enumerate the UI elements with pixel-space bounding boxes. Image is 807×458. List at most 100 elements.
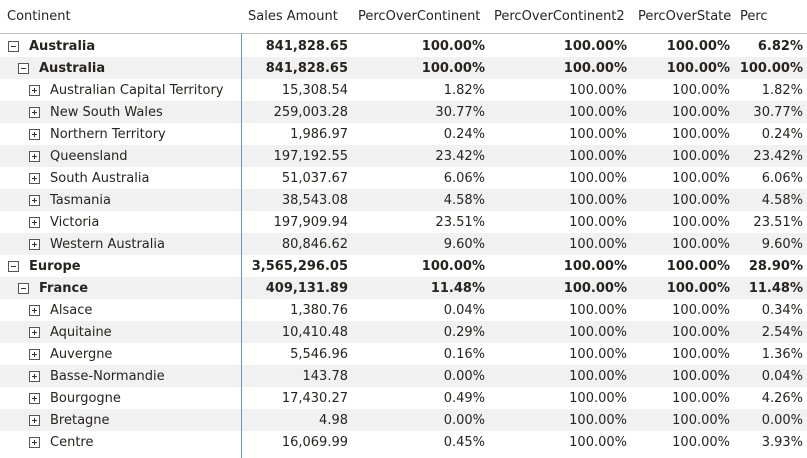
row-header-cell: Australia	[0, 35, 249, 57]
row-label: Basse-Normandie	[50, 368, 165, 384]
header-perc[interactable]: Perc	[740, 9, 768, 24]
perc-over-continent2-cell: 100.00%	[569, 148, 627, 164]
perc-cell: 1.36%	[761, 346, 803, 362]
row-header-divider	[241, 33, 242, 458]
perc-over-state-cell: 100.00%	[672, 214, 730, 230]
perc-cell: 23.42%	[753, 148, 803, 164]
perc-cell: 6.06%	[761, 170, 803, 186]
row-header-cell: France	[0, 277, 259, 299]
perc-over-continent-cell: 0.04%	[443, 302, 485, 318]
perc-over-continent2-cell: 100.00%	[569, 412, 627, 428]
sales-amount-cell: 197,192.55	[273, 148, 348, 164]
sales-amount-cell: 143.78	[302, 368, 349, 384]
expand-icon[interactable]	[29, 172, 40, 184]
perc-over-state-cell: 100.00%	[666, 38, 730, 54]
table-row: Western Australia 80,846.62 9.60% 100.00% 10…	[0, 233, 807, 255]
sales-amount-cell: 3,565,296.05	[251, 258, 348, 274]
header-perc-over-state[interactable]: PercOverState	[638, 9, 731, 24]
perc-cell: 3.93%	[761, 434, 803, 450]
perc-over-state-cell: 100.00%	[672, 324, 730, 340]
expand-icon[interactable]	[29, 194, 40, 206]
expand-icon[interactable]	[29, 238, 40, 250]
row-header-cell: Tasmania	[0, 189, 270, 211]
perc-over-state-cell: 100.00%	[672, 412, 730, 428]
row-label: Alsace	[50, 302, 93, 318]
expand-icon[interactable]	[29, 326, 40, 338]
row-label: Europe	[29, 258, 81, 274]
perc-over-continent2-cell: 100.00%	[569, 434, 627, 450]
row-header-cell: Australia	[0, 57, 259, 79]
perc-cell: 100.00%	[739, 60, 803, 76]
row-header-cell: Bourgogne	[0, 387, 270, 409]
expand-icon[interactable]	[29, 150, 40, 162]
perc-over-state-cell: 100.00%	[666, 258, 730, 274]
sales-amount-cell: 15,308.54	[281, 82, 348, 98]
sales-amount-cell: 197,909.94	[273, 214, 348, 230]
table-row: Bretagne 4.98 0.00% 100.00% 100.00% 0.00%	[0, 409, 807, 431]
sales-amount-cell: 38,543.08	[281, 192, 348, 208]
collapse-icon[interactable]	[8, 260, 19, 272]
perc-over-continent2-cell: 100.00%	[569, 236, 627, 252]
sales-amount-cell: 17,430.27	[281, 390, 348, 406]
row-header-cell: Northern Territory	[0, 123, 270, 145]
row-header-cell: Basse-Normandie	[0, 365, 270, 387]
perc-over-continent-cell: 0.00%	[443, 412, 485, 428]
collapse-icon[interactable]	[18, 282, 29, 294]
expand-icon[interactable]	[29, 436, 40, 448]
header-sales-amount[interactable]: Sales Amount	[248, 9, 338, 24]
row-label: Aquitaine	[50, 324, 112, 340]
row-label: Centre	[50, 434, 94, 450]
header-perc-over-continent2[interactable]: PercOverContinent2	[494, 9, 625, 24]
expand-icon[interactable]	[29, 216, 40, 228]
table-row: Australia 841,828.65 100.00% 100.00% 100.00%…	[0, 35, 807, 57]
table-row: Aquitaine 10,410.48 0.29% 100.00% 100.00% 2.5…	[0, 321, 807, 343]
expand-icon[interactable]	[29, 348, 40, 360]
header-continent[interactable]: Continent	[7, 9, 71, 24]
perc-cell: 23.51%	[753, 214, 803, 230]
perc-over-state-cell: 100.00%	[672, 236, 730, 252]
expand-icon[interactable]	[29, 370, 40, 382]
row-header-cell: New South Wales	[0, 101, 270, 123]
row-label: Western Australia	[50, 236, 165, 252]
perc-over-continent2-cell: 100.00%	[563, 258, 627, 274]
row-label: New South Wales	[50, 104, 163, 120]
expand-icon[interactable]	[29, 106, 40, 118]
header-perc-over-continent[interactable]: PercOverContinent	[358, 9, 481, 24]
perc-over-continent2-cell: 100.00%	[569, 126, 627, 142]
perc-over-continent2-cell: 100.00%	[569, 302, 627, 318]
row-label: Bretagne	[50, 412, 110, 428]
perc-cell: 0.24%	[761, 126, 803, 142]
perc-over-continent-cell: 23.51%	[435, 214, 485, 230]
table-row: Australia 841,828.65 100.00% 100.00% 100.00%…	[0, 57, 807, 79]
table-row: New South Wales 259,003.28 30.77% 100.00% 10…	[0, 101, 807, 123]
collapse-icon[interactable]	[18, 62, 29, 74]
table-row: Australian Capital Territory 15,308.54 1.8…	[0, 79, 807, 101]
perc-cell: 2.54%	[761, 324, 803, 340]
row-header-cell: Centre	[0, 431, 270, 453]
perc-cell: 4.58%	[761, 192, 803, 208]
row-header-cell: Europe	[0, 255, 249, 277]
perc-over-state-cell: 100.00%	[672, 368, 730, 384]
perc-over-continent2-cell: 100.00%	[569, 104, 627, 120]
row-label: Australia	[39, 60, 106, 76]
perc-over-continent-cell: 0.00%	[443, 368, 485, 384]
perc-cell: 4.26%	[761, 390, 803, 406]
sales-amount-cell: 10,410.48	[281, 324, 348, 340]
expand-icon[interactable]	[29, 128, 40, 140]
perc-over-continent2-cell: 100.00%	[563, 38, 627, 54]
expand-icon[interactable]	[29, 392, 40, 404]
perc-over-continent2-cell: 100.00%	[569, 346, 627, 362]
sales-amount-cell: 1,380.76	[290, 302, 348, 318]
sales-amount-cell: 51,037.67	[281, 170, 348, 186]
perc-over-state-cell: 100.00%	[672, 82, 730, 98]
perc-over-continent2-cell: 100.00%	[569, 214, 627, 230]
expand-icon[interactable]	[29, 414, 40, 426]
collapse-icon[interactable]	[8, 40, 19, 52]
row-header-cell: Alsace	[0, 299, 270, 321]
perc-cell: 0.00%	[761, 412, 803, 428]
expand-icon[interactable]	[29, 84, 40, 96]
row-label: Tasmania	[50, 192, 111, 208]
perc-cell: 30.77%	[753, 104, 803, 120]
expand-icon[interactable]	[29, 304, 40, 316]
